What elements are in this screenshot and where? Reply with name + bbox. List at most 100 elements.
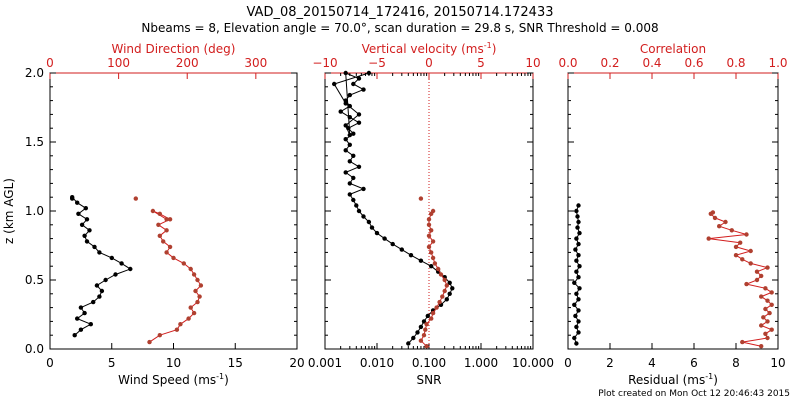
top-tick-label: −5 (368, 56, 386, 70)
data-point-black (356, 112, 362, 117)
data-point-red (421, 333, 427, 338)
bottom-tick-label: 5 (108, 356, 116, 370)
data-point-red (164, 250, 169, 255)
data-point-black (119, 261, 124, 266)
data-point-red (418, 338, 424, 343)
data-point-red (763, 331, 768, 336)
data-point-red (759, 344, 764, 349)
y-tick-label: 1.0 (25, 204, 44, 218)
data-point-black (575, 225, 580, 230)
data-point-red (712, 215, 718, 221)
data-point-black (84, 239, 90, 244)
data-point-red (733, 244, 739, 250)
data-point-black (91, 299, 96, 305)
data-point-black (415, 330, 420, 335)
bottom-axis-label: Residual (ms-1) (628, 372, 718, 387)
data-point-black (72, 333, 77, 338)
bottom-tick-label: 0 (564, 356, 572, 370)
data-point-black (573, 247, 578, 252)
data-point-black (447, 280, 452, 285)
data-point-red (430, 208, 436, 214)
data-point-red (426, 233, 432, 238)
data-point-black (576, 219, 581, 225)
data-point-black (82, 233, 87, 238)
data-point-black (418, 258, 424, 263)
data-point-black (574, 236, 579, 241)
plot-frame (49, 72, 298, 350)
data-point-red (423, 327, 428, 332)
data-point-black (347, 103, 352, 109)
bottom-tick-label: 0 (46, 356, 54, 370)
bottom-axis-label: SNR (417, 373, 442, 387)
data-point-red (147, 339, 152, 345)
data-point-black (78, 327, 84, 332)
series-line-red (420, 210, 448, 347)
data-point-red (754, 269, 760, 274)
top-tick-label: 5 (477, 56, 485, 70)
data-point-black (356, 120, 362, 125)
data-point-red (437, 299, 442, 305)
data-point-black (374, 230, 380, 236)
bottom-tick-label: 15 (228, 356, 243, 370)
top-tick-label: 1.0 (768, 56, 787, 70)
data-point-black (351, 175, 356, 181)
data-point-red (195, 277, 200, 283)
data-point-red (442, 288, 447, 294)
data-point-black (574, 208, 579, 214)
data-point-red (748, 261, 753, 266)
data-point-red (430, 239, 436, 244)
bottom-tick-label: 8 (732, 356, 740, 370)
data-point-black (346, 126, 351, 131)
top-axis-label: Correlation (640, 42, 706, 56)
top-tick-label: 0.8 (726, 56, 745, 70)
data-point-red (157, 333, 162, 338)
data-point-black (75, 316, 80, 321)
data-point-black (577, 264, 582, 269)
chart-panel-2: 0.001 0.010 0.100 1.000 10.000 −10 −5 0 5 10 SNR Ve… (308, 41, 554, 387)
bottom-tick-label: 4 (648, 356, 656, 370)
data-point-red (195, 299, 200, 305)
data-point-black (338, 109, 343, 114)
data-point-red (767, 310, 772, 316)
y-axis-label: z (km AGL) (2, 178, 16, 244)
data-point-black (425, 313, 430, 319)
data-point-red (424, 344, 429, 349)
data-point-black (361, 214, 366, 219)
series-line-red (149, 210, 202, 343)
data-point-black (347, 92, 352, 98)
figure-title-line-1: VAD_08_20150714_172416, 20150714.172433 (247, 5, 554, 20)
data-point-black (411, 335, 416, 341)
data-point-red (438, 272, 444, 277)
top-tick-label: 0.2 (600, 56, 619, 70)
data-point-red (717, 224, 722, 229)
data-point-black (128, 266, 133, 272)
data-point-black (99, 288, 105, 294)
data-point-red (150, 208, 156, 214)
series-line-black (333, 72, 453, 344)
top-axis-label: Wind Direction (deg) (112, 42, 236, 56)
chart-panel-3: 0 2 4 6 8 10 0.0 0.2 0.4 0.6 0.8 1.0 Residual (ms-1)… (558, 42, 787, 387)
data-point-black (70, 196, 75, 201)
data-point-red (157, 211, 162, 216)
data-point-red (733, 253, 739, 258)
data-point-red (429, 250, 434, 255)
data-point-black (574, 269, 579, 274)
data-point-red (765, 335, 770, 341)
data-point-black (351, 153, 356, 158)
data-point-red (424, 322, 429, 327)
data-point-black (356, 76, 362, 81)
bottom-tick-label: 6 (690, 356, 698, 370)
data-point-black (429, 264, 434, 269)
y-tick-label: 2.0 (25, 66, 44, 80)
data-point-red (754, 277, 760, 283)
data-point-black (113, 272, 118, 277)
data-point-red (186, 316, 191, 321)
data-point-red (723, 219, 728, 225)
top-tick-label: 0.6 (684, 56, 703, 70)
data-point-red (710, 210, 716, 215)
data-point-red (432, 261, 438, 266)
data-point-red (429, 316, 434, 321)
data-point-black (351, 197, 356, 203)
data-point-red (763, 286, 768, 291)
data-point-red (738, 240, 743, 245)
